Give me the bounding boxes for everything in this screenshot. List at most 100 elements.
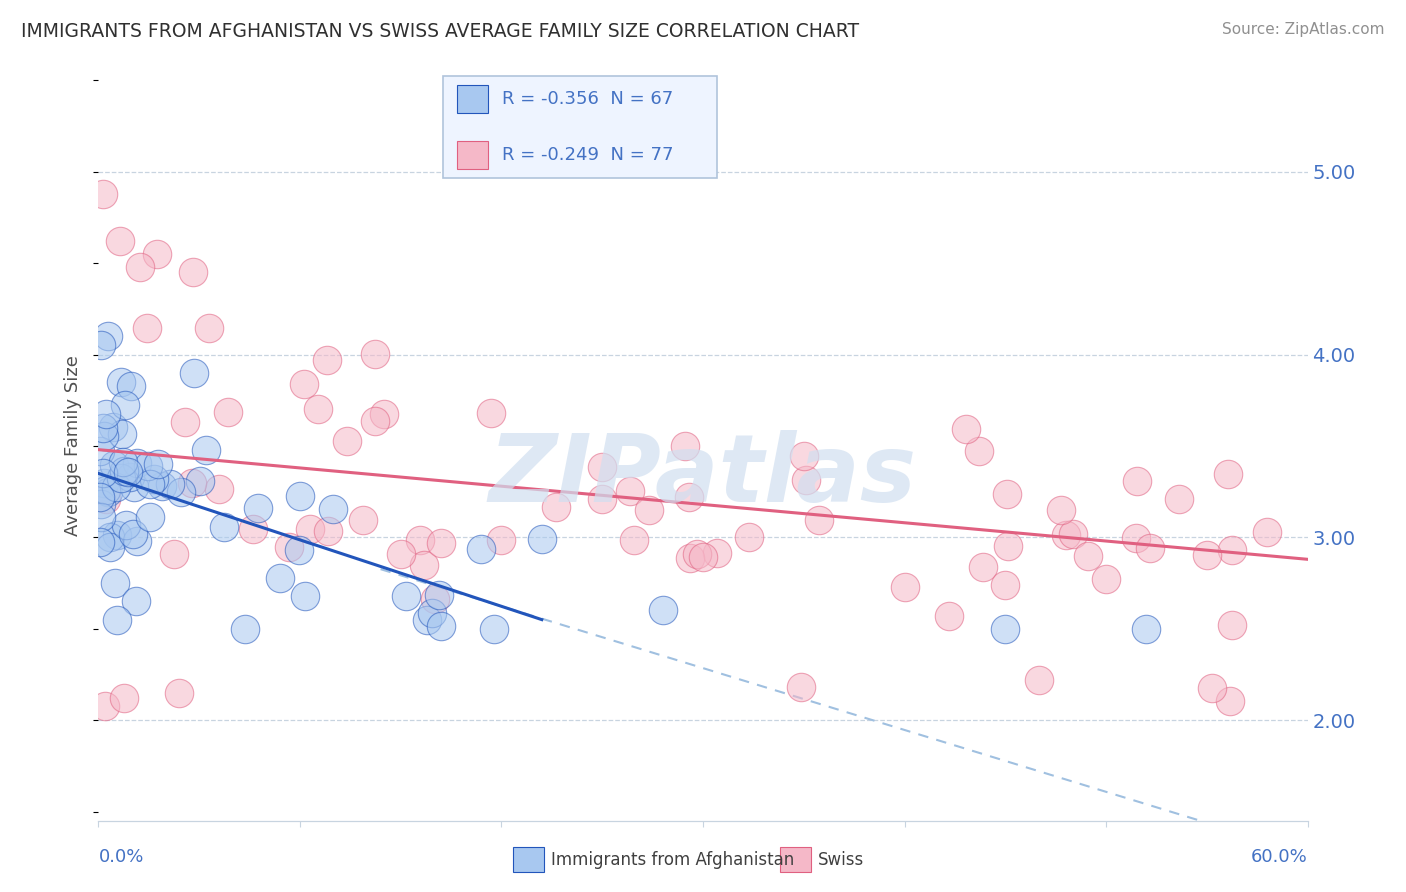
Point [322,501,344,516]
Point [692,549,714,564]
Point [181,265,204,279]
Point [808,513,831,527]
Point [139,509,162,524]
Text: Immigrants from Afghanistan: Immigrants from Afghanistan [551,851,794,869]
Text: 0.0%: 0.0% [98,848,143,866]
Point [169,686,191,700]
Point [217,404,239,418]
Point [110,471,132,485]
Point [678,490,700,504]
Point [294,590,316,604]
Point [89,535,111,549]
Point [591,492,613,507]
Point [389,547,412,561]
Point [292,376,315,391]
Point [288,490,311,504]
Point [364,347,387,361]
Point [482,622,505,636]
Point [651,603,673,617]
Point [336,434,359,448]
Point [793,449,815,463]
Point [1195,549,1218,563]
Point [1095,572,1118,586]
Point [416,613,439,627]
Point [105,480,128,494]
Point [233,622,256,636]
Point [269,571,291,585]
Point [893,580,915,594]
Point [430,619,453,633]
Point [136,320,159,334]
Point [212,519,235,533]
Point [127,533,149,548]
Point [430,536,453,550]
Point [142,472,165,486]
Y-axis label: Average Family Size: Average Family Size [65,356,83,536]
Point [790,680,813,694]
Point [150,479,173,493]
Point [104,576,127,591]
Point [188,474,211,488]
Point [278,540,301,554]
Point [97,485,120,500]
Point [139,477,162,491]
Point [938,609,960,624]
Text: Swiss: Swiss [818,851,865,869]
Point [170,484,193,499]
Point [111,426,134,441]
Point [101,419,124,434]
Point [89,490,111,504]
Point [546,500,568,515]
Point [1256,525,1278,540]
Point [89,443,111,458]
Point [148,458,170,472]
Point [373,408,395,422]
Point [706,546,728,560]
Point [307,401,329,416]
Point [112,464,135,478]
Point [994,578,1017,592]
Point [247,501,270,516]
Point [738,530,761,544]
Point [122,527,145,541]
Point [174,415,197,429]
Point [423,591,446,606]
Point [94,483,117,498]
Text: 60.0%: 60.0% [1251,848,1308,866]
Point [162,547,184,561]
Point [395,589,418,603]
Point [1135,622,1157,636]
Point [972,559,994,574]
Point [90,497,112,511]
Point [112,455,135,469]
Text: R = -0.249  N = 77: R = -0.249 N = 77 [502,146,673,164]
Point [90,509,112,524]
Point [114,398,136,412]
Point [242,522,264,536]
Point [591,459,613,474]
Point [794,473,817,487]
Point [117,465,139,479]
Point [112,691,135,706]
Point [208,482,231,496]
Point [127,456,149,470]
Point [128,260,150,274]
Point [298,523,321,537]
Point [638,503,661,517]
Point [1077,549,1099,563]
Text: R = -0.356  N = 67: R = -0.356 N = 67 [502,90,673,108]
Text: Source: ZipAtlas.com: Source: ZipAtlas.com [1222,22,1385,37]
Point [1028,673,1050,687]
Point [1050,503,1073,517]
Point [420,606,443,620]
Point [1218,467,1240,482]
Point [530,532,553,546]
Text: IMMIGRANTS FROM AFGHANISTAN VS SWISS AVERAGE FAMILY SIZE CORRELATION CHART: IMMIGRANTS FROM AFGHANISTAN VS SWISS AVE… [21,22,859,41]
Point [93,698,115,713]
Point [94,407,117,421]
Point [427,588,450,602]
Point [90,338,112,352]
Point [364,414,387,428]
Point [409,533,432,547]
Point [96,491,118,506]
